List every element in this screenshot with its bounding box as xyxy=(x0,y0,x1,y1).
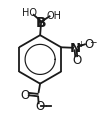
Text: B: B xyxy=(36,16,46,30)
Text: OH: OH xyxy=(47,11,62,21)
Text: N: N xyxy=(70,42,81,55)
Text: O: O xyxy=(73,54,82,67)
Text: O: O xyxy=(20,88,29,101)
Text: −: − xyxy=(89,36,96,45)
Text: HO: HO xyxy=(22,8,37,18)
Text: O: O xyxy=(35,100,44,113)
Text: O: O xyxy=(84,38,93,51)
Text: +: + xyxy=(77,39,84,48)
